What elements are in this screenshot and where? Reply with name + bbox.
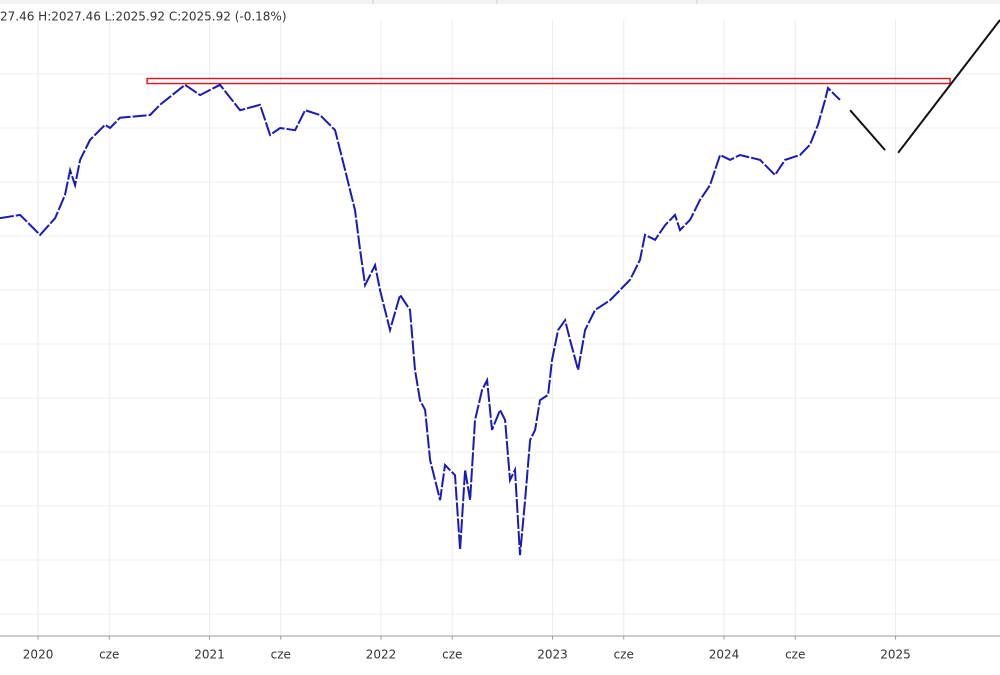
toolbar-strip <box>0 0 1000 4</box>
trend-drawing <box>849 109 886 151</box>
x-tick-label: 2024 <box>709 648 740 662</box>
x-tick-label: cze <box>271 648 291 662</box>
x-tick-label: 2023 <box>537 648 568 662</box>
grid <box>0 20 1000 636</box>
x-tick-label: 2022 <box>366 648 397 662</box>
x-tick-label: 2021 <box>194 648 225 662</box>
ohlc-header: 27.46 H:2027.46 L:2025.92 C:2025.92 (-0.… <box>0 10 287 24</box>
x-tick-label: cze <box>99 648 119 662</box>
trend-drawing <box>897 19 1000 154</box>
x-tick-label: cze <box>614 648 634 662</box>
price-line <box>0 83 841 556</box>
x-tick-label: 2020 <box>23 648 54 662</box>
x-tick-label: cze <box>785 648 805 662</box>
x-tick-label: cze <box>442 648 462 662</box>
x-tick-label: 2025 <box>880 648 911 662</box>
resistance-line <box>146 77 951 85</box>
